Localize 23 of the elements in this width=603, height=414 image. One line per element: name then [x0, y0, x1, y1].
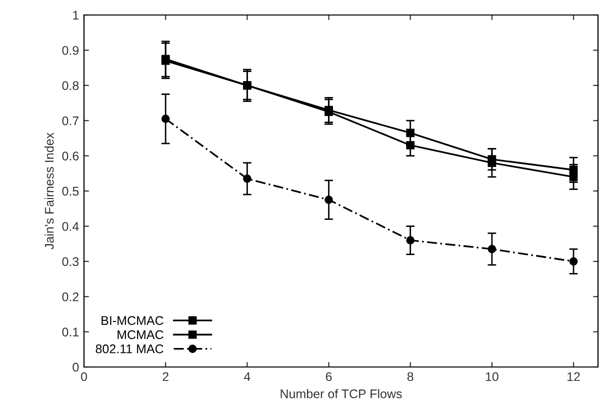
x-tick-label: 12 — [568, 372, 580, 381]
y-axis-title: Jain's Fairness Index — [44, 132, 54, 250]
x-tick-label: 2 — [162, 372, 168, 381]
legend-label: MCMAC — [118, 330, 164, 340]
y-tick-label: 0.2 — [62, 292, 79, 302]
y-tick-label: 0.5 — [62, 186, 79, 196]
y-tick-label: 0.7 — [62, 116, 79, 126]
x-axis-title: Number of TCP Flows — [280, 389, 402, 398]
legend-label: BI-MCMAC — [102, 316, 164, 325]
x-tick-label: 4 — [244, 372, 250, 381]
x-tick-label: 10 — [486, 372, 498, 382]
x-tick-label: 6 — [326, 372, 332, 382]
y-tick-label: 0.4 — [62, 222, 79, 231]
y-tick-label: 0.3 — [62, 257, 79, 266]
legend-label: 802.11 MAC — [96, 344, 164, 354]
x-tick-label: 8 — [407, 372, 414, 382]
x-tick-label: 0 — [81, 372, 87, 382]
y-tick-label: 0.6 — [62, 152, 79, 160]
y-tick-label: 0.9 — [62, 46, 79, 55]
y-tick-label: 0.8 — [62, 81, 79, 90]
y-tick-label: 0 — [72, 362, 79, 372]
y-tick-label: 0.1 — [62, 328, 79, 336]
y-tick-label: 1 — [73, 10, 79, 20]
